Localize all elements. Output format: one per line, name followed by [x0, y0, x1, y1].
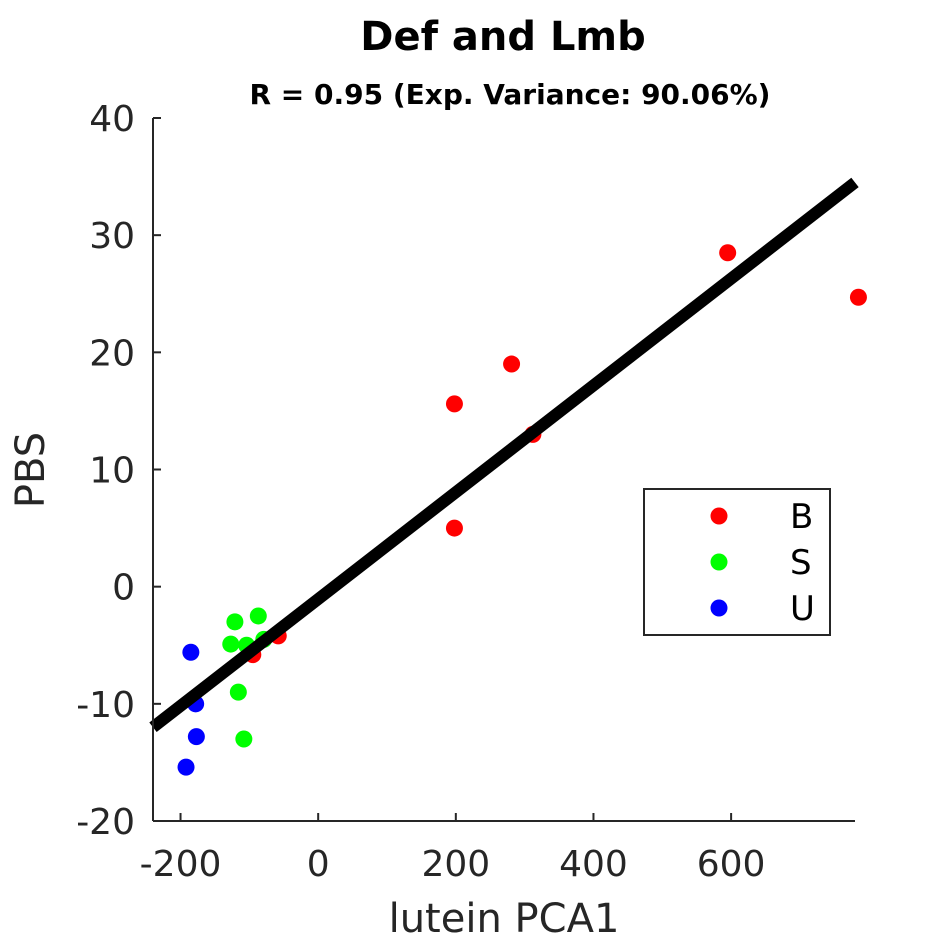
legend-label-S: S [790, 543, 812, 583]
legend-marker-B [710, 507, 728, 525]
point-S-1 [249, 607, 267, 625]
point-S-6 [229, 683, 247, 701]
point-U-3 [187, 728, 205, 746]
regression-line [149, 177, 859, 733]
x-tick-label: -200 [140, 844, 222, 885]
chart-title: Def and Lmb [360, 14, 646, 60]
x-axis-ticks: -200 0 200 400 600 [140, 813, 766, 885]
point-S-7 [235, 730, 253, 748]
y-tick-label: 10 [89, 451, 135, 492]
point-U-1 [182, 643, 200, 661]
point-S-3 [222, 635, 240, 653]
x-axis-label: lutein PCA1 [389, 896, 620, 942]
x-tick-label: 200 [421, 844, 490, 885]
point-S-2 [226, 613, 244, 631]
legend-box [643, 488, 831, 636]
x-tick-label: 400 [559, 844, 628, 885]
x-tick-label: 0 [307, 844, 330, 885]
point-B-1 [719, 244, 737, 262]
y-tick-label: 0 [112, 568, 135, 609]
chart-subtitle: R = 0.95 (Exp. Variance: 90.06%) [250, 78, 771, 111]
point-B-3 [503, 355, 521, 373]
y-axis-label: PBS [8, 432, 54, 508]
legend-label-U: U [790, 589, 815, 629]
y-tick-label: 40 [89, 99, 135, 140]
point-B-4 [445, 395, 463, 413]
legend-label-B: B [790, 497, 813, 537]
point-B-6 [445, 519, 463, 537]
x-tick-label: 600 [697, 844, 766, 885]
y-axis-ticks: -20 -10 0 10 20 30 40 [76, 99, 161, 843]
legend: BSU [643, 488, 831, 636]
point-U-4 [177, 758, 195, 776]
point-B-2 [849, 288, 867, 306]
y-tick-label: -20 [76, 802, 135, 843]
legend-marker-S [710, 553, 728, 571]
y-tick-label: 20 [89, 333, 135, 374]
y-tick-label: 30 [89, 216, 135, 257]
plot-area [149, 177, 867, 776]
y-tick-label: -10 [76, 685, 135, 726]
legend-marker-U [710, 599, 728, 617]
